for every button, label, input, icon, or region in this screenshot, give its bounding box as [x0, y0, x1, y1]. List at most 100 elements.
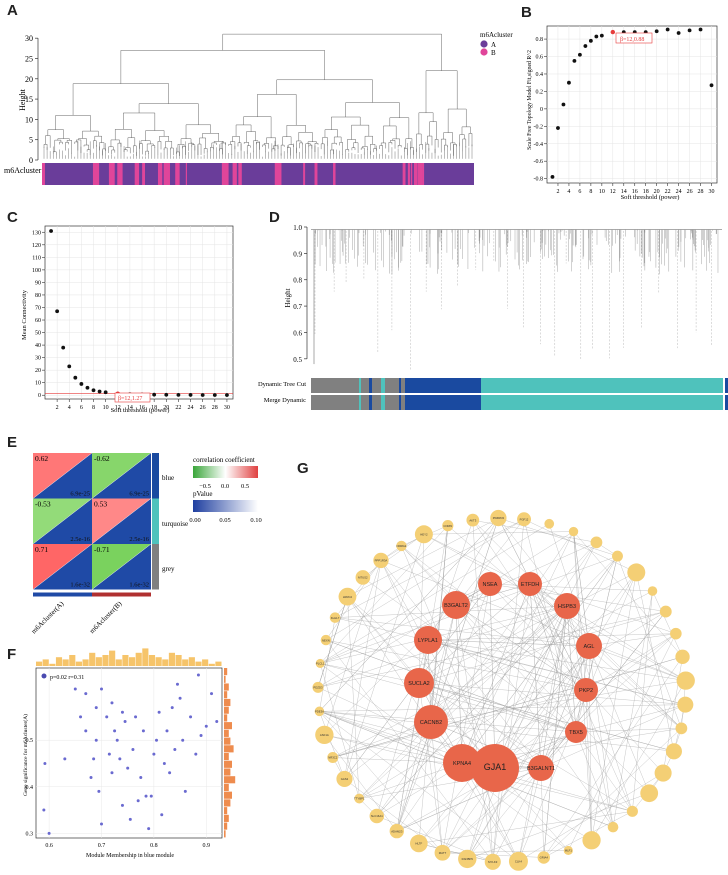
hub-node-label: PKP2 — [579, 688, 593, 694]
outer-node-label: CLK4 — [515, 860, 522, 864]
hist-top-bar — [208, 663, 215, 666]
outer-node-label: PPP1R3A — [375, 559, 388, 563]
hub-node — [518, 572, 542, 596]
network-edge — [332, 689, 587, 758]
outer-node — [675, 722, 688, 735]
hist-top-bar — [195, 661, 202, 666]
network-edge — [430, 542, 597, 723]
network-edge — [325, 519, 525, 641]
dendrogram-branch — [123, 112, 156, 131]
panel-c-plot: 2 4 6 8 10 12 14 16 18 20 22 24 26 28 3001020304050607… — [32, 225, 234, 411]
network-edge — [442, 852, 544, 858]
dendrogram-branch — [322, 137, 328, 146]
outer-node — [517, 512, 531, 527]
scatter-point — [178, 696, 182, 700]
network-edge — [418, 682, 443, 853]
network-edge — [332, 757, 345, 779]
data-point — [572, 58, 577, 63]
cluster-b-segment — [303, 163, 306, 185]
cluster-b-segment — [274, 163, 282, 185]
data-point — [632, 30, 637, 35]
network-edge — [540, 645, 590, 769]
y-tick-label: 0.4 — [26, 785, 34, 791]
dendrogram-branch — [266, 137, 276, 146]
outer-node-label: MATT — [439, 851, 447, 855]
outer-node — [490, 509, 507, 527]
network-edge — [380, 560, 496, 769]
scatter-point — [99, 687, 103, 691]
dendrogram-branch — [78, 138, 87, 146]
panel-g-nodes: FGF12 PDZRN3 AKT3 CORIN HEY2 NDRG2 PPP1R3A MTUS… — [312, 509, 695, 871]
scatter-point — [199, 734, 203, 738]
hist-right-bar — [224, 760, 232, 768]
network-edge — [362, 577, 577, 733]
outer-node — [677, 696, 694, 713]
panel-a-y-axis: 0 5 10 15 20 25 30 — [25, 34, 39, 165]
x-tick-label: 0.7 — [98, 843, 106, 849]
dendrogram-branch — [345, 149, 350, 152]
dendrogram-branch — [390, 140, 396, 149]
y-tick-label: 0.8 — [293, 277, 302, 285]
hub-node — [404, 668, 434, 698]
network-edge — [320, 605, 568, 664]
outer-node-label: NR3C2 — [328, 756, 338, 760]
panel-f-plot: 0.6 0.7 0.8 0.9 0.3 0.4 0.5 — [26, 648, 236, 849]
dendrogram-branch — [45, 135, 51, 148]
outer-node — [627, 563, 646, 582]
dendrogram-branch — [82, 130, 99, 139]
data-point — [709, 83, 714, 88]
scatter-point — [126, 766, 130, 770]
dendrogram-branch — [65, 142, 69, 151]
y-tick-label: -0.2 — [534, 124, 544, 130]
network-edge — [347, 596, 360, 799]
dendrogram-branch — [333, 136, 342, 144]
hub-node-label: GJA1 — [484, 762, 507, 772]
network-edge — [396, 583, 491, 832]
panel-b-xlabel: Soft threshold (power) — [621, 194, 680, 201]
hist-right-bar — [224, 683, 229, 691]
scatter-point — [152, 752, 156, 756]
data-point — [73, 375, 78, 380]
panel-b-plot: 2 4 6 8 10 12 14 16 18 20 22 24 26 28 30-0.8-0.6-0.4-0… — [534, 25, 718, 195]
scatter-point — [139, 775, 143, 779]
data-point — [594, 34, 599, 39]
scatter-point — [160, 813, 164, 817]
network-edge — [585, 556, 618, 691]
data-point — [176, 392, 181, 397]
module-blue-segment — [405, 395, 481, 410]
y-tick-label: 0.5 — [26, 738, 34, 744]
hub-node-label: B3GALNT1 — [527, 766, 555, 772]
dendrogram-branch — [353, 142, 359, 153]
x-tick-label: 14 — [621, 189, 627, 195]
network-edge — [591, 680, 686, 841]
hist-top-bar — [109, 650, 116, 666]
panel-a-ylabel: Height — [18, 88, 27, 111]
hub-node-label: CACNB2 — [420, 720, 442, 726]
network-edge — [498, 517, 618, 557]
dendrogram-branch — [410, 147, 414, 155]
network-edge — [529, 583, 633, 812]
network-edge — [418, 682, 463, 764]
panel-letter-b: B — [521, 4, 532, 21]
data-point — [79, 382, 84, 386]
y-tick-label: 60 — [35, 318, 41, 324]
network-edge — [612, 591, 653, 828]
scatter-point — [210, 692, 214, 696]
outer-node — [327, 752, 339, 764]
network-edge — [317, 583, 491, 688]
network-edge — [632, 591, 653, 812]
dendrogram-branch — [298, 132, 313, 142]
network-edge — [430, 721, 463, 764]
data-point — [550, 174, 555, 179]
dendrogram-branch — [125, 147, 131, 154]
panel-d-row-label-1: Dynamic Tree Cut — [258, 381, 306, 388]
dendrogram-branch — [165, 141, 173, 148]
scatter-point — [136, 799, 140, 803]
dendrogram-branch — [230, 141, 236, 150]
dendrogram-branch — [220, 142, 226, 149]
network-edge — [575, 728, 682, 733]
pvalue-value: 2.5e-16 — [70, 536, 90, 543]
network-edge — [401, 525, 448, 547]
hub-node — [471, 744, 519, 792]
